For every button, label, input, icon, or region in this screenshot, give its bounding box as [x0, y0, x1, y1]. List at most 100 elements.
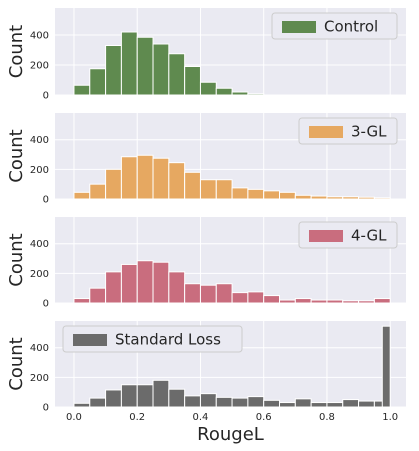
histogram-bar	[89, 68, 107, 96]
histogram-bar	[373, 298, 391, 304]
histogram-bar	[294, 298, 312, 304]
histogram-bar	[358, 400, 375, 408]
histogram-bar	[73, 402, 91, 408]
histogram-bar	[358, 300, 375, 304]
histogram-bar	[120, 156, 138, 200]
x-tick-label: 1.0	[382, 412, 398, 423]
histogram-bar	[215, 179, 233, 200]
histogram-bar	[73, 84, 91, 96]
histogram-bar	[105, 271, 122, 304]
legend: Standard Loss	[62, 325, 243, 353]
legend: 3-GL	[298, 117, 398, 145]
histogram-bar	[105, 168, 122, 200]
histogram-bar	[263, 190, 281, 200]
histogram-bar	[310, 299, 328, 304]
x-tick-label: 0.6	[256, 412, 272, 423]
y-tick-label: 200	[30, 165, 49, 176]
histogram-bar	[199, 393, 217, 408]
legend-label: Standard Loss	[115, 331, 221, 349]
histogram-bar	[231, 397, 249, 408]
y-tick-label: 0	[43, 299, 49, 310]
legend: 4-GL	[298, 221, 398, 249]
histogram-bar	[247, 93, 265, 96]
histogram-bar	[231, 187, 249, 200]
histogram-bar	[184, 171, 201, 200]
x-axis-label: RougeL	[197, 424, 264, 445]
histogram-bar	[168, 53, 186, 96]
legend-label: Control	[324, 18, 378, 36]
histogram-bar	[358, 196, 375, 200]
histogram-bar	[105, 389, 122, 408]
histogram-bar	[279, 191, 296, 200]
histogram-bar	[199, 284, 217, 304]
histogram-bar	[381, 325, 391, 408]
y-axis-label: Count	[6, 337, 27, 390]
y-tick-label: 200	[30, 61, 49, 72]
x-tick-label: 0.2	[129, 412, 145, 423]
histogram-bar	[152, 379, 170, 408]
y-axis-label: Count	[6, 233, 27, 286]
histogram-bar	[120, 31, 138, 96]
legend-box	[62, 325, 243, 353]
legend: Control	[271, 12, 398, 40]
histogram-bar	[136, 384, 154, 408]
histogram-bar	[89, 183, 107, 200]
histogram-bar	[326, 196, 344, 200]
histogram-bar	[373, 197, 391, 200]
histogram-bar	[136, 36, 154, 96]
histogram-bar	[247, 396, 265, 408]
histogram-bar	[263, 399, 281, 408]
legend-swatch	[309, 126, 343, 138]
legend-label: 4-GL	[351, 227, 387, 245]
y-tick-label: 0	[43, 195, 49, 206]
histogram-bar	[184, 395, 201, 408]
y-tick-label: 400	[30, 135, 49, 146]
histogram-bar	[152, 157, 170, 200]
histogram-bar	[326, 299, 344, 304]
histogram-bar	[326, 402, 344, 408]
histogram-bar	[73, 298, 91, 304]
histogram-bar	[231, 91, 249, 96]
y-tick-label: 400	[30, 239, 49, 250]
x-tick-label: 0.0	[66, 412, 82, 423]
histogram-bar	[215, 396, 233, 408]
histogram-bar	[310, 195, 328, 200]
y-axis-label: Count	[6, 25, 27, 78]
histogram-bar	[310, 402, 328, 408]
histogram-bar	[199, 81, 217, 96]
x-tick-label: 0.4	[193, 412, 209, 423]
legend-swatch	[73, 334, 107, 346]
histogram-bar	[184, 283, 201, 304]
x-tick-label: 0.8	[319, 412, 335, 423]
histogram-bar	[120, 263, 138, 304]
histogram-bar	[279, 299, 296, 304]
histogram-bar	[89, 397, 107, 408]
histogram-bar	[342, 196, 360, 200]
histogram-bar	[168, 271, 186, 304]
histogram-bar	[279, 402, 296, 408]
histogram-bar	[247, 188, 265, 200]
histogram-bar	[231, 292, 249, 304]
y-tick-label: 400	[30, 31, 49, 42]
histogram-bar	[73, 191, 91, 200]
histogram-bar	[263, 295, 281, 304]
histogram-bar	[294, 398, 312, 408]
histogram-bar	[199, 179, 217, 200]
y-tick-label: 0	[43, 91, 49, 102]
histogram-bar	[342, 300, 360, 304]
histogram-bar	[136, 260, 154, 304]
histogram-bar	[215, 87, 233, 96]
histogram-bar	[168, 162, 186, 200]
histogram-bar	[136, 154, 154, 200]
histogram-bar	[247, 291, 265, 304]
y-tick-label: 200	[30, 373, 49, 384]
legend-swatch	[282, 21, 316, 33]
histogram-bar	[152, 261, 170, 304]
histogram-bar	[184, 66, 201, 96]
histogram-bar	[152, 43, 170, 96]
histogram-bar	[89, 287, 107, 304]
